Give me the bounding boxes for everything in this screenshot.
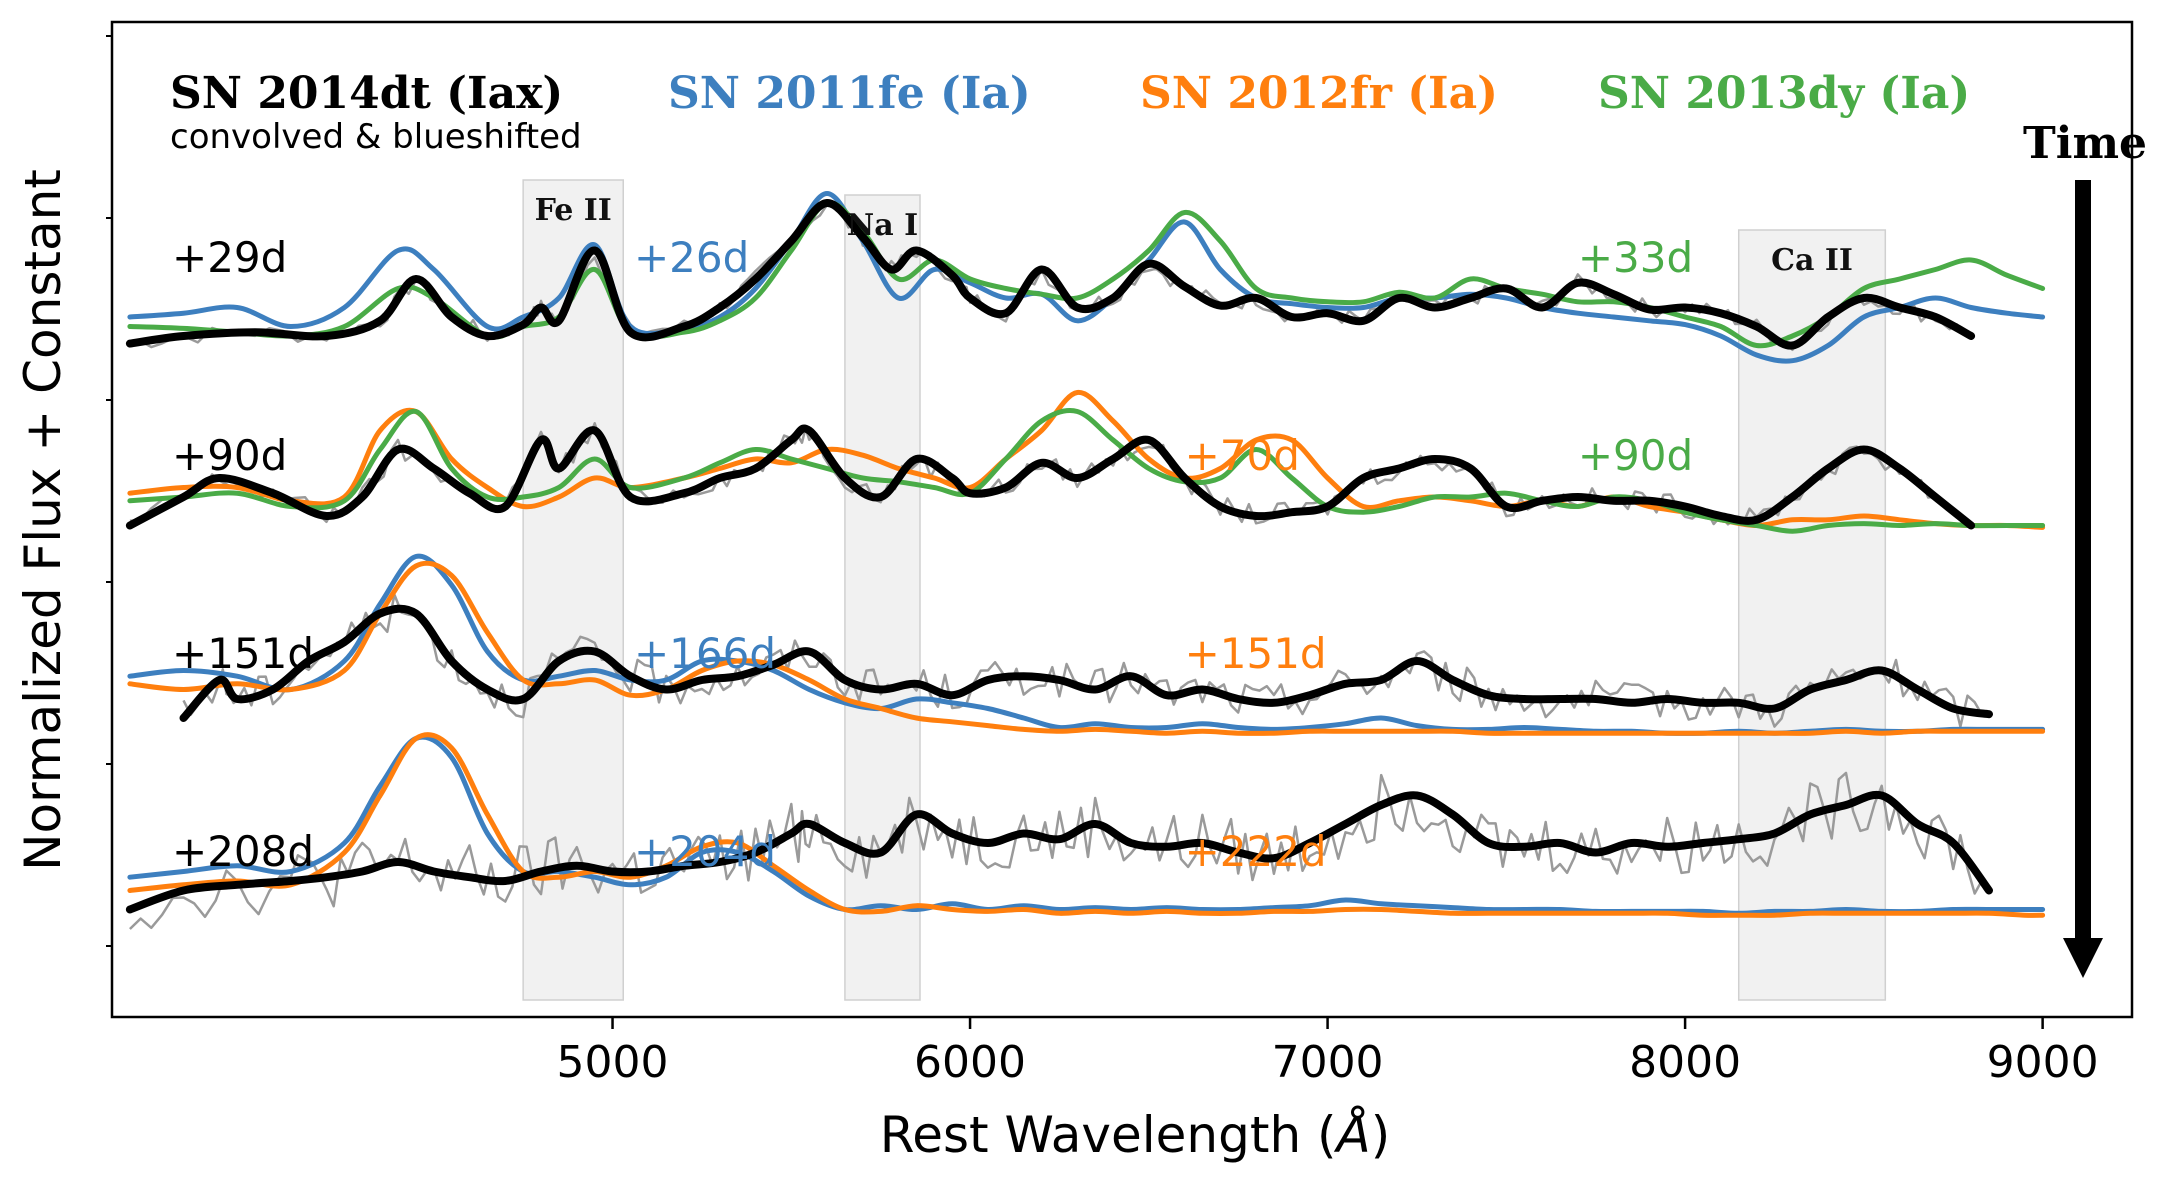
legend-entry-sn-2012fr-ia: SN 2012fr (Ia) bbox=[1140, 68, 1498, 119]
legend-entry-sn-2014dt-iax: SN 2014dt (Iax) bbox=[170, 68, 563, 119]
x-tick-label-6000: 6000 bbox=[914, 1037, 1026, 1088]
legend-note: convolved & blueshifted bbox=[170, 117, 582, 157]
time-arrow: Time bbox=[2023, 118, 2147, 978]
epoch-label-sn-2013dy-ia-row-0: +33d bbox=[1578, 233, 1693, 282]
epoch-label-sn-2012fr-ia-row-2: +151d bbox=[1185, 629, 1327, 678]
x-tick-label-7000: 7000 bbox=[1272, 1037, 1384, 1088]
region-label-na-i: Na I bbox=[847, 208, 918, 243]
time-label: Time bbox=[2023, 118, 2147, 169]
epoch-label-2014dt-row-2: +151d bbox=[172, 629, 314, 678]
shaded-region-na-i bbox=[844, 194, 921, 1001]
region-labels: Fe II Na I Ca II bbox=[535, 193, 1853, 278]
legend-entry-sn-2013dy-ia: SN 2013dy (Ia) bbox=[1598, 68, 1970, 119]
region-label-fe-ii: Fe II bbox=[535, 193, 612, 228]
epoch-label-sn-2012fr-ia-row-1: +70d bbox=[1185, 431, 1300, 480]
x-tick-label-9000: 9000 bbox=[1987, 1037, 2099, 1088]
x-axis-ticks: 5000 6000 7000 8000 9000 bbox=[557, 1017, 2099, 1088]
epoch-label-sn-2011fe-ia-row-3: +204d bbox=[634, 827, 776, 876]
x-axis-title-close: ) bbox=[1371, 1106, 1391, 1164]
series-line-sn-2014dt-29d bbox=[125, 199, 1976, 350]
y-axis-ticks bbox=[106, 35, 112, 947]
x-axis-title-main: Rest Wavelength ( bbox=[880, 1106, 1337, 1164]
x-tick-label-5000: 5000 bbox=[557, 1037, 669, 1088]
epoch-label-2014dt-row-3: +208d bbox=[172, 827, 314, 876]
series-line-sn-2014dt-90d bbox=[125, 424, 1976, 530]
epoch-label-2014dt-row-0: +29d bbox=[172, 233, 287, 282]
series-line-sn-2014dt-151d bbox=[179, 604, 1993, 722]
epoch-label-sn-2013dy-ia-row-1: +90d bbox=[1578, 431, 1693, 480]
epoch-label-sn-2011fe-ia-row-0: +26d bbox=[634, 233, 749, 282]
epoch-label-sn-2012fr-ia-row-3: +222d bbox=[1185, 827, 1327, 876]
legend: SN 2014dt (Iax) SN 2011fe (Ia) SN 2012fr (… bbox=[170, 68, 1970, 119]
epoch-labels: +29d +26d +33d +90d +70d +90d +151d +166d +151d +… bbox=[172, 233, 1693, 876]
shaded-regions bbox=[522, 179, 1887, 1001]
time-arrow-shaft bbox=[2075, 180, 2091, 940]
series-line-sn-2012fr-151d bbox=[127, 560, 2046, 736]
plot-frame bbox=[110, 20, 2134, 1019]
legend-entry-sn-2011fe-ia: SN 2011fe (Ia) bbox=[668, 68, 1031, 119]
time-arrow-head bbox=[2063, 938, 2103, 978]
x-tick-label-8000: 8000 bbox=[1629, 1037, 1741, 1088]
x-axis-title: Rest Wavelength (Å) bbox=[880, 1106, 1391, 1164]
region-label-ca-ii: Ca II bbox=[1771, 243, 1853, 278]
x-axis-unit: Å bbox=[1334, 1106, 1371, 1164]
y-axis-title: Normalized Flux + Constant bbox=[14, 169, 72, 871]
raw-spectrum-sn-2014dt-208d bbox=[129, 771, 1991, 930]
series-layer bbox=[125, 191, 2046, 918]
epoch-label-2014dt-row-1: +90d bbox=[172, 431, 287, 480]
series-line-sn-2012fr-222d bbox=[127, 732, 2046, 918]
epoch-label-sn-2011fe-ia-row-2: +166d bbox=[634, 629, 776, 678]
series-line-sn-2014dt-208d bbox=[125, 790, 1993, 914]
